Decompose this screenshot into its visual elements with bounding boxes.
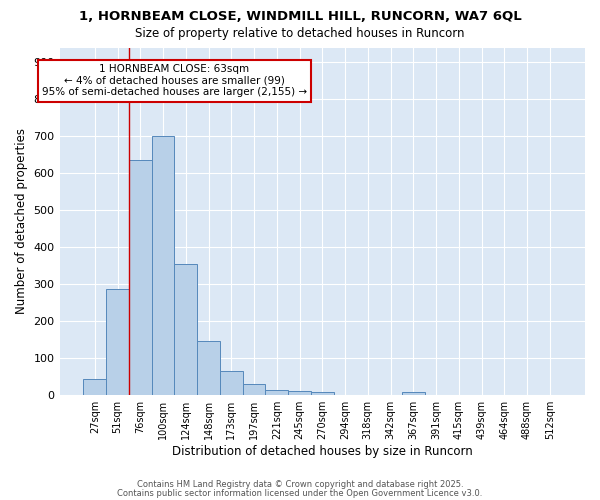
- Bar: [83, 379, 106, 394]
- Bar: [402, 392, 425, 394]
- Text: Contains HM Land Registry data © Crown copyright and database right 2025.: Contains HM Land Registry data © Crown c…: [137, 480, 463, 489]
- X-axis label: Distribution of detached houses by size in Runcorn: Distribution of detached houses by size …: [172, 444, 473, 458]
- Bar: [175, 264, 197, 394]
- Y-axis label: Number of detached properties: Number of detached properties: [15, 128, 28, 314]
- Bar: [106, 290, 129, 395]
- Bar: [152, 136, 175, 394]
- Bar: [288, 390, 311, 394]
- Bar: [265, 390, 288, 394]
- Text: 1, HORNBEAM CLOSE, WINDMILL HILL, RUNCORN, WA7 6QL: 1, HORNBEAM CLOSE, WINDMILL HILL, RUNCOR…: [79, 10, 521, 23]
- Bar: [242, 384, 265, 394]
- Bar: [129, 160, 152, 394]
- Bar: [220, 372, 242, 394]
- Text: 1 HORNBEAM CLOSE: 63sqm
← 4% of detached houses are smaller (99)
95% of semi-det: 1 HORNBEAM CLOSE: 63sqm ← 4% of detached…: [42, 64, 307, 98]
- Text: Size of property relative to detached houses in Runcorn: Size of property relative to detached ho…: [135, 28, 465, 40]
- Bar: [197, 341, 220, 394]
- Text: Contains public sector information licensed under the Open Government Licence v3: Contains public sector information licen…: [118, 490, 482, 498]
- Bar: [311, 392, 334, 394]
